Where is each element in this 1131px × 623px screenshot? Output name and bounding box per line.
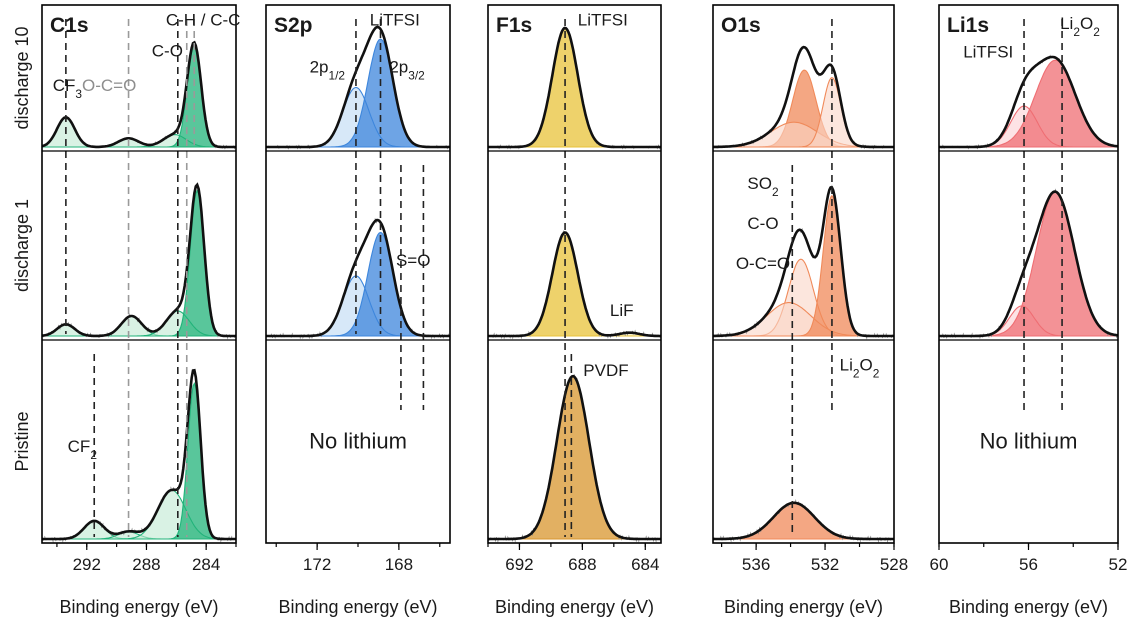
annotation-label: C-H / C-C xyxy=(166,10,241,29)
x-axis-label: Binding energy (eV) xyxy=(949,597,1108,617)
annotation-label: CF3 xyxy=(53,76,83,101)
annotation-label: PVDF xyxy=(583,361,628,380)
envelope-line xyxy=(41,40,236,149)
annotation-label: Li2O2 xyxy=(840,356,880,381)
annotation-label: CF2 xyxy=(68,437,98,462)
annotation-label: C-O xyxy=(152,41,183,60)
peak-component xyxy=(488,27,661,148)
x-tick-label: 288 xyxy=(132,555,160,574)
envelope-line xyxy=(488,374,661,541)
x-tick-label: 56 xyxy=(1019,555,1038,574)
x-tick-label: 168 xyxy=(385,555,413,574)
envelope-line xyxy=(41,182,236,338)
envelope-line xyxy=(266,25,450,149)
x-tick-label: 292 xyxy=(73,555,101,574)
annotation-label: No lithium xyxy=(980,429,1078,454)
row-label: Pristine xyxy=(12,411,32,471)
panel-title: S2p xyxy=(274,14,313,37)
annotation-label: LiF xyxy=(610,301,634,320)
x-tick-label: 284 xyxy=(192,555,220,574)
annotation-label: 2p1/2 xyxy=(310,58,346,83)
x-tick-label: 528 xyxy=(880,555,908,574)
annotation-label: 2p3/2 xyxy=(389,58,425,83)
x-axis-label: Binding energy (eV) xyxy=(724,597,883,617)
x-tick-label: 692 xyxy=(505,555,533,574)
envelope-line xyxy=(713,186,894,338)
envelope-line xyxy=(42,368,236,541)
x-tick-label: 60 xyxy=(930,555,949,574)
x-tick-label: 532 xyxy=(811,555,839,574)
annotation-label: No lithium xyxy=(309,429,407,454)
annotation-label: S=O xyxy=(396,251,431,270)
envelope-line xyxy=(713,501,894,541)
panel-li1s: Li1s LiTFSI Li2O2 No lithium 60 56 52 Binding e… xyxy=(930,4,1128,617)
panel-frame xyxy=(938,4,1119,544)
panel-f1s: F1s LiTFSI LiF PVDF 692 688 684 Binding energy … xyxy=(487,4,662,617)
row-label: discharge 10 xyxy=(12,26,32,129)
x-axis-label: Binding energy (eV) xyxy=(278,597,437,617)
x-tick-label: 684 xyxy=(631,555,659,574)
panel-title: C1s xyxy=(50,14,89,37)
x-axis-label: Binding energy (eV) xyxy=(59,597,218,617)
envelope-line xyxy=(713,45,894,149)
annotation-label: C-O xyxy=(747,214,778,233)
x-tick-label: 536 xyxy=(742,555,770,574)
panel-frame xyxy=(265,4,451,544)
x-axis-label: Binding energy (eV) xyxy=(495,597,654,617)
annotation-label: LiTFSI xyxy=(578,10,628,29)
panel-title: F1s xyxy=(496,14,532,37)
annotation-label: LiTFSI xyxy=(370,10,420,29)
peak-component xyxy=(713,502,894,540)
panel-frame xyxy=(41,4,237,544)
panel-frame xyxy=(487,4,662,544)
annotation-label: Li2O2 xyxy=(1060,14,1100,39)
peak-component xyxy=(712,121,894,148)
envelope-line xyxy=(488,26,661,149)
annotation-label: LiTFSI xyxy=(963,43,1013,62)
peak-component xyxy=(488,375,661,540)
annotation-label: O-C=O xyxy=(736,254,790,273)
panel-title: O1s xyxy=(721,14,761,37)
envelope-line xyxy=(939,190,1119,338)
annotation-label: O-C=O xyxy=(82,76,136,95)
x-tick-label: 172 xyxy=(303,555,331,574)
row-label: discharge 1 xyxy=(12,199,32,292)
peak-component xyxy=(42,189,236,337)
envelope-line xyxy=(939,55,1119,149)
x-tick-label: 52 xyxy=(1109,555,1128,574)
panel-o1s: O1s SO2 C-O O-C=O Li2O2 536 532 528 Binding ener… xyxy=(712,4,908,617)
panel-s2p: S2p LiTFSI 2p1/2 2p3/2 S=O No lithium 172 168 Bi… xyxy=(265,4,451,617)
peak-component xyxy=(488,231,661,337)
panel-frame xyxy=(712,4,895,544)
x-tick-label: 688 xyxy=(568,555,596,574)
annotation-label: SO2 xyxy=(747,174,779,199)
panel-title: Li1s xyxy=(947,14,989,37)
envelope-line xyxy=(266,218,450,338)
envelope-line xyxy=(488,231,661,338)
